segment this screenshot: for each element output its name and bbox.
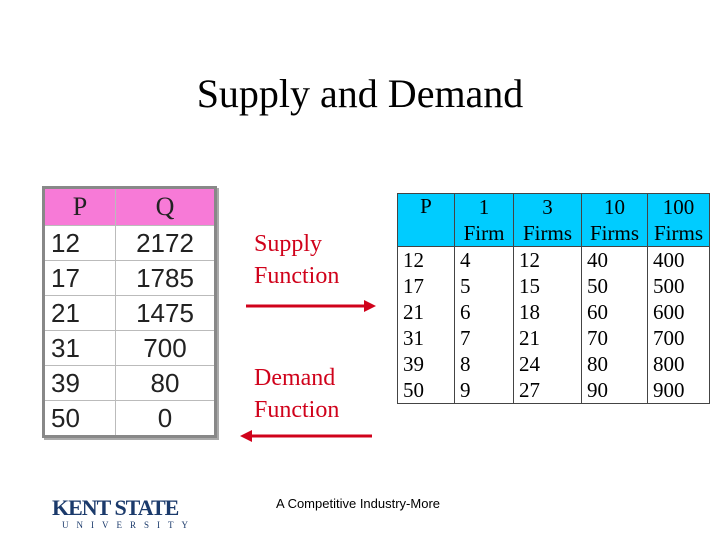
arrow-head [364,300,376,312]
cell: 80 [581,351,648,377]
demand-table: P Q 12 2172 17 1785 21 1475 31 700 39 80 50 0 [42,186,217,438]
logo-sub: UNIVERSITY [62,520,196,530]
cell: 7 [454,325,514,351]
cell: 400 [647,246,710,273]
header-cell: Firm [454,220,514,247]
cell: 500 [647,273,710,299]
header-cell: P [43,187,116,226]
cell: 1785 [115,260,216,296]
cell: 600 [647,299,710,325]
cell: 21 [397,299,455,325]
cell: 70 [581,325,648,351]
label-line: Supply [254,231,323,257]
header-cell: P [397,193,455,247]
header-cell: Firms [647,220,710,247]
header-cell: 100 [647,193,710,220]
row: 12 4 12 40 400 [397,246,710,273]
cell: 31 [397,325,455,351]
cell: 40 [581,246,648,273]
cell: 4 [454,246,514,273]
header-cell: Q [115,187,216,226]
header-cell: Firms [581,220,648,247]
row: 39 80 [43,365,216,401]
row: 39 8 24 80 800 [397,351,710,377]
cell: 39 [43,365,116,401]
cell: 27 [513,377,582,404]
cell: 21 [43,295,116,331]
label-line: Function [254,263,340,289]
cell: 12 [397,246,455,273]
footer: A Competitive Industry-More [276,496,441,511]
cell: 90 [581,377,648,404]
slide-title: Supply and Demand [196,71,524,116]
row: 21 6 18 60 600 [397,299,710,325]
cell: 39 [397,351,455,377]
cell: 900 [647,377,710,404]
cell: 24 [513,351,582,377]
cell: 50 [581,273,648,299]
header-row: P 1 3 10 100 [397,193,710,247]
cell: 15 [513,273,582,299]
cell: 8 [454,351,514,377]
cell: 5 [454,273,514,299]
cell: 6 [454,299,514,325]
supply-label: Supply Function [254,228,339,292]
logo: KENT STATE [52,495,179,520]
cell: 12 [513,246,582,273]
cell: 21 [513,325,582,351]
cell: 80 [115,365,216,401]
cell: 17 [397,273,455,299]
cell: 800 [647,351,710,377]
cell: 9 [454,377,514,404]
supply-table: P 1 3 10 100 Firm Firms Firms Firms 12 4 12 40 400 17 5… [397,193,710,404]
cell: 50 [397,377,455,404]
cell: 18 [513,299,582,325]
row: 50 0 [43,400,216,437]
cell: 0 [115,400,216,437]
cell: 50 [43,400,116,437]
cell: 60 [581,299,648,325]
header-cell: Firms [513,220,582,247]
header-cell: 10 [581,193,648,220]
cell: 700 [647,325,710,351]
header-row: Firm Firms Firms Firms [398,220,710,247]
label-line: Function [254,397,340,423]
header-cell: 1 [454,193,514,220]
row: 50 9 27 90 900 [397,377,710,404]
row: 31 7 21 70 700 [397,325,710,351]
header-cell: 3 [513,193,582,220]
label-line: Demand [254,365,336,391]
row: 17 5 15 50 500 [397,273,710,299]
arrow-head [240,430,252,442]
demand-label: Demand Function [254,362,339,426]
cell: 31 [43,330,116,366]
row: 21 1475 [43,295,216,331]
